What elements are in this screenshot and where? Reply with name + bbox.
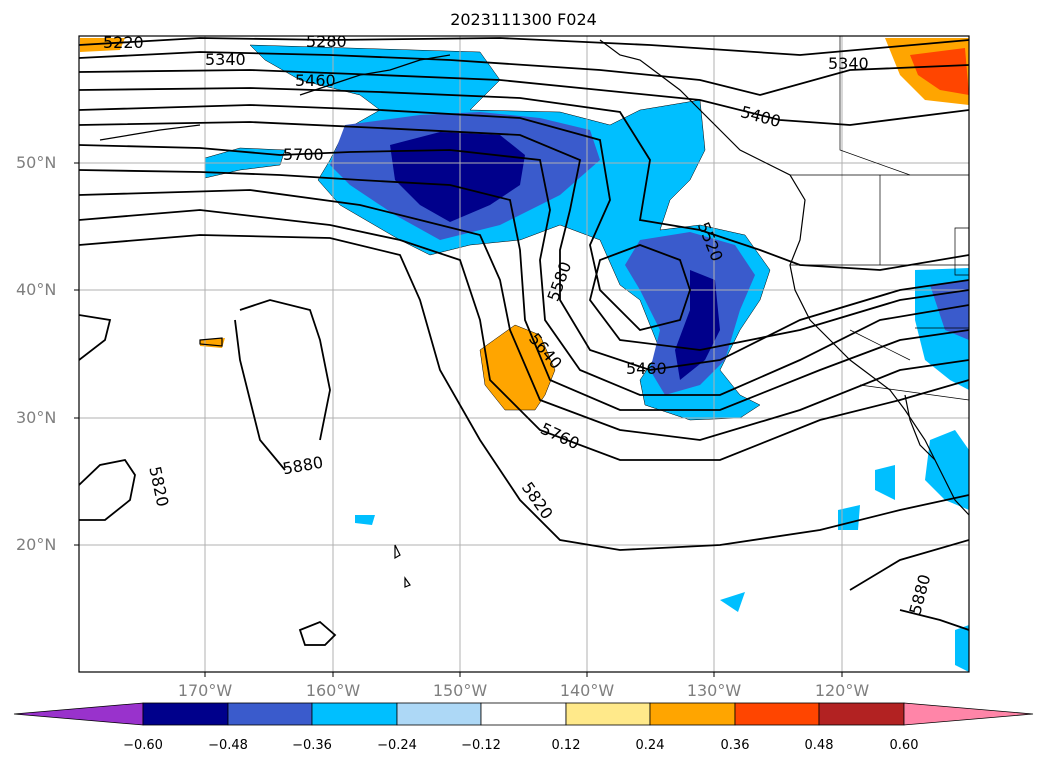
lon-label: 160°W: [305, 681, 361, 700]
colorbar-tick-label: 0.60: [889, 738, 919, 753]
contour-label: 5460: [295, 71, 336, 90]
anomaly-region-small-5: [355, 515, 375, 525]
axis-ticks: [74, 162, 843, 677]
lat-label: 20°N: [16, 535, 57, 554]
lon-label: 140°W: [559, 681, 615, 700]
anomaly-region-small-2: [838, 505, 860, 530]
colorbar-extend-min: [13, 702, 144, 726]
anomaly-region-small-4: [955, 625, 969, 672]
colorbar: [13, 702, 1034, 726]
colorbar-tick-label: −0.36: [292, 738, 332, 753]
anomaly-region-dark-2: [675, 270, 720, 380]
colorbar-bin: [480, 702, 567, 726]
shaded-field: [80, 38, 969, 672]
height-contours: [79, 37, 969, 646]
colorbar-bin: [565, 702, 651, 726]
contour-label: 5820: [145, 465, 172, 509]
plot-frame: [78, 35, 970, 673]
colorbar-bin: [734, 702, 820, 726]
colorbar-tick-label: −0.12: [461, 738, 501, 753]
colorbar-tick-label: −0.60: [123, 738, 163, 753]
colorbar-tick-label: 0.36: [720, 738, 750, 753]
colorbar-bin: [227, 702, 313, 726]
colorbar-bin: [396, 702, 482, 726]
contour-label: 5820: [518, 478, 557, 522]
colorbar-tick-label: −0.48: [208, 738, 248, 753]
political-borders: [790, 36, 969, 401]
colorbar-tick-label: 0.48: [804, 738, 834, 753]
contour-label: 5880: [281, 453, 324, 479]
colorbar-tick-label: −0.24: [377, 738, 417, 753]
anomaly-region-small-3: [720, 592, 745, 612]
contour-label: 5700: [283, 145, 324, 164]
contour-label: 5580: [543, 259, 575, 304]
lat-label: 50°N: [16, 153, 57, 172]
contour-label: 5460: [626, 359, 667, 378]
contour-label: 5220: [103, 33, 144, 52]
anomaly-region-small-1: [875, 465, 895, 500]
colorbar-bin: [649, 702, 736, 726]
anomaly-region-orange-3: [80, 38, 125, 52]
lon-label: 150°W: [432, 681, 488, 700]
lon-label: 130°W: [686, 681, 742, 700]
lon-label: 120°W: [814, 681, 870, 700]
map-title: 2023111300 F024: [450, 10, 597, 29]
colorbar-bin: [311, 702, 398, 726]
contour-label: 5880: [905, 572, 934, 616]
colorbar-tick-label: 0.12: [551, 738, 581, 753]
contour-label: 5760: [538, 419, 583, 453]
colorbar-tick-label: 0.24: [635, 738, 665, 753]
contour-label: 5340: [828, 54, 869, 73]
anomaly-region-baja: [925, 430, 969, 510]
contour-label: 5340: [205, 50, 246, 69]
colorbar-bin: [818, 702, 905, 726]
contour-label: 5280: [306, 32, 347, 51]
colorbar-bin: [142, 702, 229, 726]
gridlines: [79, 36, 969, 672]
anomaly-region-red: [910, 48, 969, 95]
colorbar-extend-max: [903, 702, 1034, 726]
lat-label: 30°N: [16, 408, 57, 427]
lon-label: 170°W: [177, 681, 233, 700]
lat-label: 40°N: [16, 280, 57, 299]
contour-label: 5400: [739, 102, 783, 131]
